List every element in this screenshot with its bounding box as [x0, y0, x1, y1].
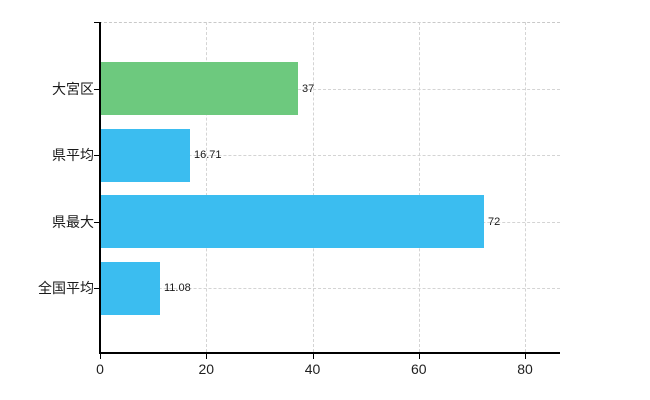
- y-axis-line: [99, 22, 101, 354]
- value-label-大宮区: 37: [302, 82, 315, 95]
- value-label-県最大: 72: [488, 215, 501, 228]
- x-tick-0: [100, 354, 101, 359]
- gridline-x-60: [418, 22, 420, 352]
- category-label-全国平均: 全国平均: [38, 280, 94, 296]
- value-label-県平均: 16.71: [194, 149, 222, 161]
- x-axis-line: [99, 352, 560, 354]
- x-tick-label-60: 60: [410, 361, 427, 377]
- category-label-県平均: 県平均: [52, 147, 94, 163]
- bar-県最大: [101, 195, 484, 248]
- x-tick-label-20: 20: [198, 361, 215, 377]
- gridline-x-40: [312, 22, 314, 352]
- x-tick-label-40: 40: [304, 361, 321, 377]
- x-tick-label-80: 80: [517, 361, 533, 377]
- bar-大宮区: [101, 62, 298, 115]
- gridline-category: [99, 155, 560, 156]
- value-label-全国平均: 11.08: [164, 282, 191, 294]
- x-tick-40: [312, 354, 314, 359]
- x-tick-label-0: 0: [96, 361, 104, 377]
- y-tick-大宮区: [94, 88, 99, 90]
- category-label-県最大: 県最大: [52, 213, 94, 230]
- y-tick-県平均: [94, 155, 99, 156]
- gridline-x-20: [206, 22, 208, 352]
- plot-top-border: [99, 22, 560, 23]
- bar-県平均: [101, 128, 190, 182]
- y-tick-全国平均: [94, 288, 99, 289]
- gridline-x-80: [525, 22, 526, 352]
- x-tick-20: [206, 354, 208, 359]
- gridline-category: [99, 288, 560, 289]
- y-tick-県最大: [94, 221, 99, 223]
- x-tick-80: [525, 354, 526, 359]
- category-label-大宮区: 大宮区: [52, 80, 94, 97]
- x-tick-60: [418, 354, 420, 359]
- y-tick-top: [94, 22, 99, 23]
- bar-全国平均: [101, 261, 160, 315]
- gridline-category: [99, 88, 560, 90]
